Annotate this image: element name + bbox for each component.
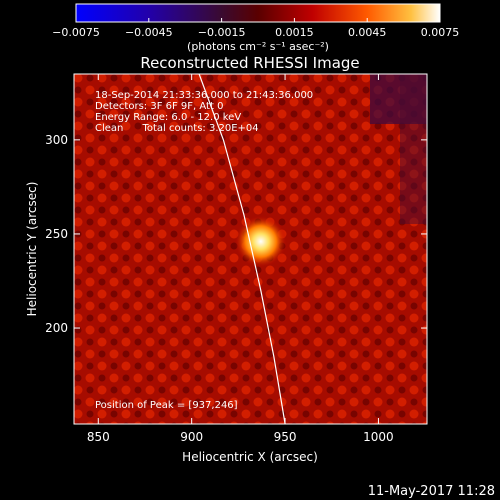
colorbar-tick-label: 0.0075	[421, 26, 460, 39]
annotations: 18-Sep-2014 21:33:36.000 to 21:43:36.000…	[95, 90, 313, 411]
x-tick-label: 850	[87, 430, 110, 444]
colorbar-tick-label: 0.0015	[275, 26, 314, 39]
chart-title: Reconstructed RHESSI Image	[140, 54, 359, 72]
annotation-detectors: Detectors: 3F 6F 9F, Att 0	[95, 101, 223, 112]
colorbar-tick-label: −0.0045	[125, 26, 173, 39]
axis-ticks: 850 900 950 1000 200 250 300	[45, 74, 427, 444]
colorbar-unit-label: (photons cm⁻² s⁻¹ asec⁻²)	[187, 40, 329, 53]
colorbar-ticks: −0.0075 −0.0045 −0.0015 0.0015 0.0045 0.0075	[52, 18, 459, 39]
peak-source	[234, 215, 287, 268]
y-axis-label: Heliocentric Y (arcsec)	[25, 182, 39, 317]
x-tick-label: 900	[180, 430, 203, 444]
x-tick-label: 950	[274, 430, 297, 444]
annotation-time: 18-Sep-2014 21:33:36.000 to 21:43:36.000	[95, 90, 313, 101]
plot-frame	[73, 73, 428, 425]
plot-area	[74, 74, 427, 424]
x-axis-label: Heliocentric X (arcsec)	[182, 450, 318, 464]
annotation-peak: Position of Peak = [937,246]	[95, 400, 238, 411]
footer-date: 11-May-2017 11:28	[368, 484, 495, 499]
y-tick-label: 300	[45, 133, 68, 147]
y-tick-label: 200	[45, 321, 68, 335]
y-tick-label: 250	[45, 227, 68, 241]
annotation-counts: Clean Total counts: 3.20E+04	[95, 123, 259, 134]
colorbar: −0.0075 −0.0045 −0.0015 0.0015 0.0045 0.0075 …	[52, 3, 459, 53]
solar-limb	[198, 74, 286, 424]
annotation-energy: Energy Range: 6.0 - 12.0 keV	[95, 112, 241, 123]
x-tick-label: 1000	[363, 430, 394, 444]
colorbar-tick-label: 0.0045	[348, 26, 387, 39]
colorbar-gradient	[75, 3, 441, 23]
image-dark-edge	[400, 74, 427, 224]
colorbar-tick-label: −0.0075	[52, 26, 100, 39]
colorbar-tick-label: −0.0015	[198, 26, 246, 39]
